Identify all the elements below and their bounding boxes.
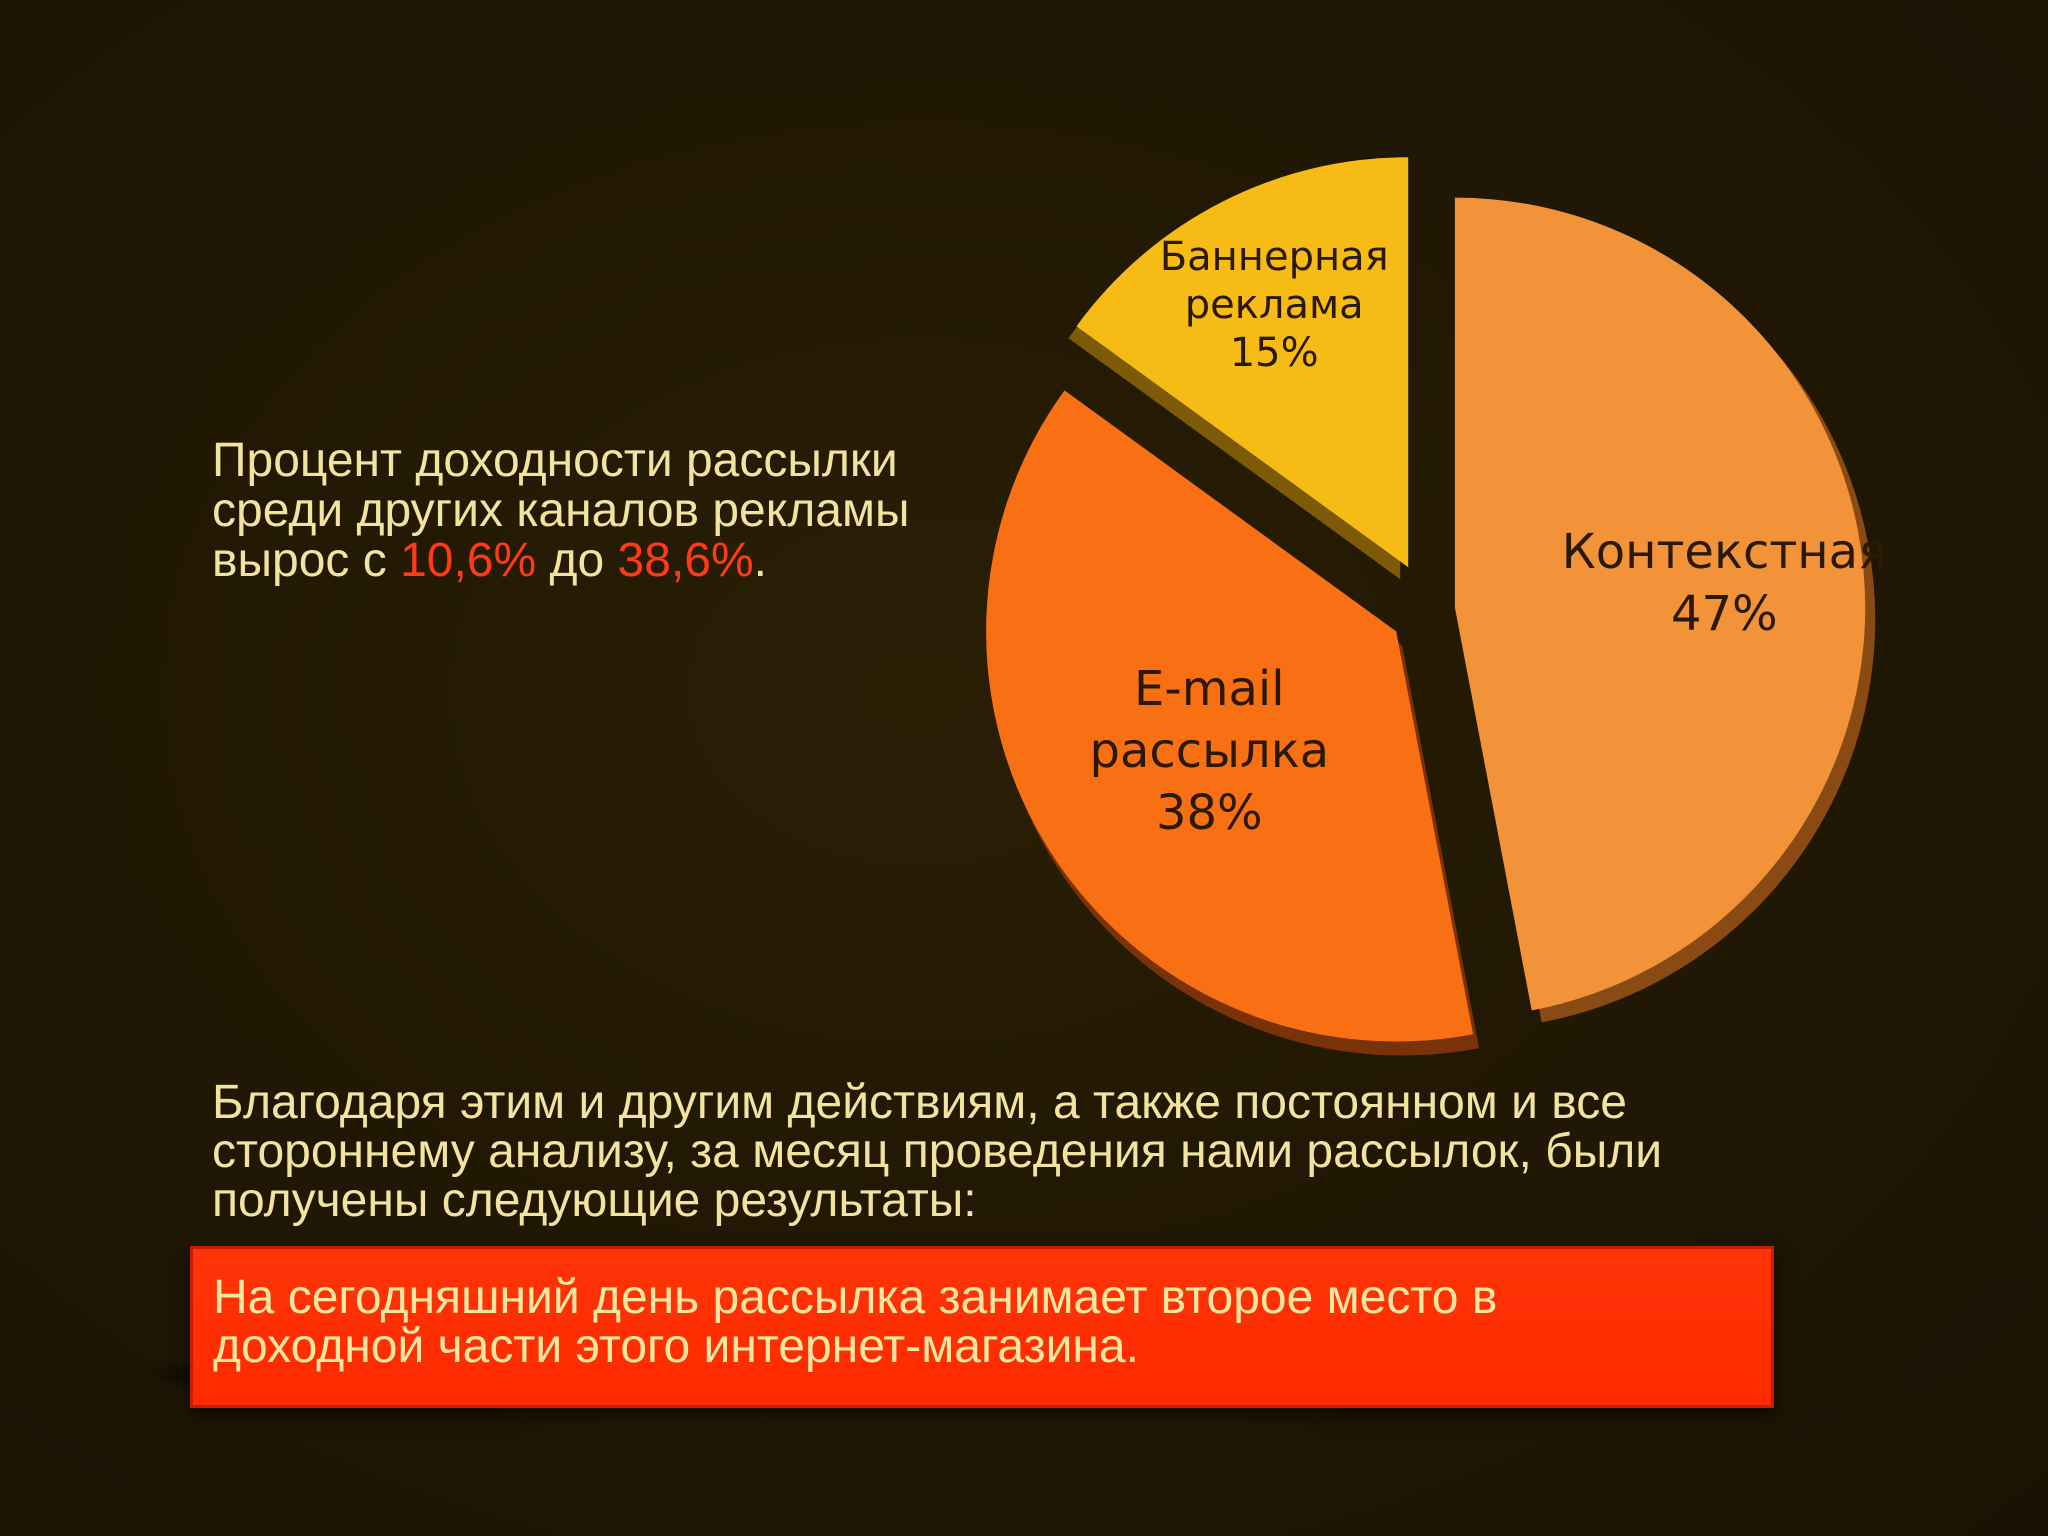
pie-slice-label-2: E-mail рассылка 38% <box>1089 661 1329 841</box>
pie-slice-label-1: Контекстная 47% <box>1562 524 1887 642</box>
pie-slice-label-line: Баннерная <box>1160 234 1389 280</box>
results-line-1: Благодаря этим и другим действиям, а так… <box>212 1076 1627 1129</box>
pie-slice-label-line: 47% <box>1671 586 1778 642</box>
pie-slice-label-line: Контекстная <box>1562 524 1887 580</box>
intro-line-3: вырос с 10,6% до 38,6%. <box>212 536 1032 586</box>
pie-chart: Контекстная 47% E-mail рассылка 38% Баннерная… <box>980 140 1920 1080</box>
pie-slice-2 <box>986 390 1474 1042</box>
intro-middle: до <box>536 534 618 587</box>
pie-slice-label-3: Баннерная реклама 15% <box>1160 234 1389 376</box>
pie-chart-svg: Контекстная 47% E-mail рассылка 38% Баннерная… <box>986 157 1887 1056</box>
intro-paragraph: Процент доходности рассылки среди других… <box>212 436 1032 586</box>
pie-slice-label-line: 38% <box>1156 785 1263 841</box>
intro-line-3-prefix: вырос с <box>212 534 401 587</box>
results-paragraph: Благодаря этим и другим действиям, а так… <box>212 1078 1912 1225</box>
results-line-3: получены следующие результаты: <box>212 1174 977 1227</box>
intro-from-value: 10,6% <box>400 534 537 587</box>
pie-slice-label-line: 15% <box>1230 330 1319 376</box>
intro-line-2: среди других каналов рекламы <box>212 484 910 537</box>
callout-text: На сегодняшний день рассылка занимает вт… <box>213 1273 1753 1371</box>
pie-slice-label-line: рассылка <box>1089 723 1329 779</box>
results-line-2: стороннему анализу, за месяц проведения … <box>212 1125 1663 1178</box>
pie-slice-label-line: E-mail <box>1134 661 1285 717</box>
intro-suffix: . <box>753 534 767 587</box>
callout-box: На сегодняшний день рассылка занимает вт… <box>190 1246 1774 1408</box>
pie-slice-1 <box>1454 197 1866 1011</box>
pie-slice-label-line: реклама <box>1185 282 1364 328</box>
callout-line-2: доходной части этого интернет-магазина. <box>213 1320 1139 1373</box>
pie-slice-3 <box>1076 157 1409 568</box>
intro-to-value: 38,6% <box>617 534 754 587</box>
callout-line-1: На сегодняшний день рассылка занимает вт… <box>213 1271 1498 1324</box>
intro-line-1: Процент доходности рассылки <box>212 434 898 487</box>
